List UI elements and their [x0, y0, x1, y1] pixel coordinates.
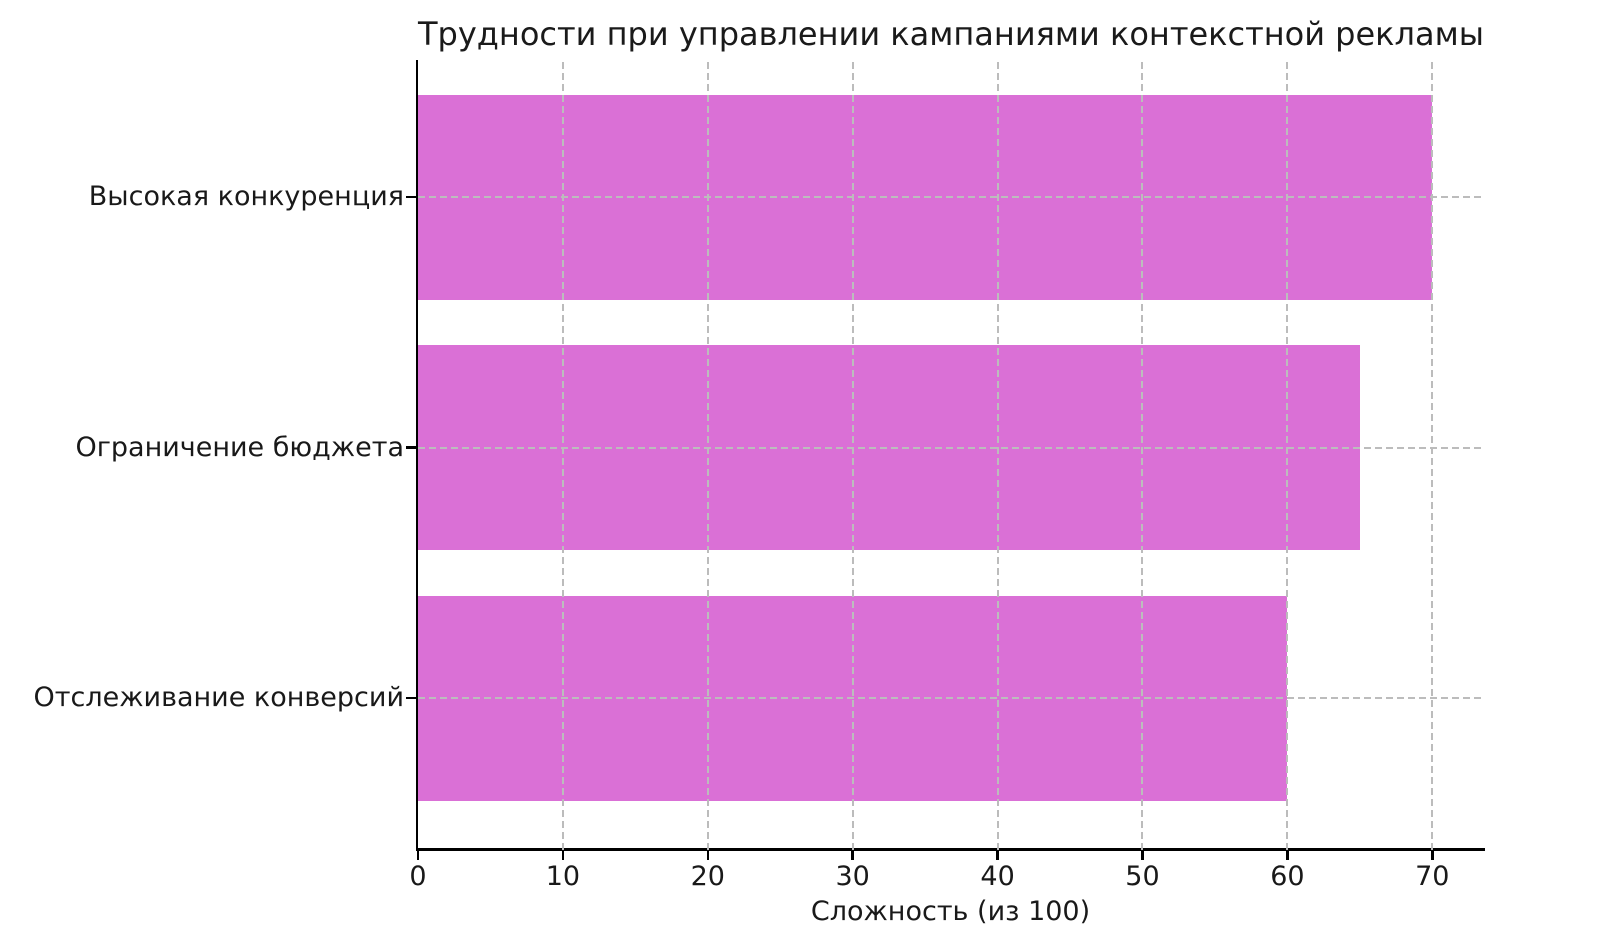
gridline-vertical [1431, 62, 1434, 850]
y-tick-label: Высокая конкуренция [88, 181, 404, 212]
x-tick-mark [561, 850, 565, 860]
x-tick-mark [1431, 850, 1434, 860]
gridline-horizontal [418, 196, 1483, 198]
y-tick-mark [406, 446, 416, 449]
x-tick-label: 50 [1125, 861, 1160, 892]
x-tick-label: 20 [690, 861, 725, 892]
gridline-vertical [561, 62, 564, 850]
chart-title: Трудности при управлении кампаниями конт… [418, 15, 1484, 53]
x-tick-mark [1286, 850, 1289, 860]
gridline-vertical [706, 62, 709, 850]
gridline-vertical [1141, 62, 1144, 850]
x-tick-mark [416, 850, 420, 860]
x-tick-mark [996, 850, 999, 860]
y-tick-mark [406, 696, 416, 700]
gridline-vertical [996, 62, 999, 850]
x-tick-mark [706, 850, 710, 860]
x-tick-label: 0 [409, 861, 427, 892]
x-tick-label: 60 [1270, 861, 1305, 892]
y-axis-spine [415, 60, 418, 850]
x-axis-label: Сложность (из 100) [810, 896, 1091, 927]
y-tick-label: Отслеживание конверсий [33, 682, 405, 713]
gridline-vertical [1286, 62, 1289, 850]
x-axis-spine [415, 848, 1485, 851]
plot-area [418, 62, 1483, 850]
x-tick-label: 40 [980, 861, 1015, 892]
y-tick-label: Ограничение бюджета [75, 431, 404, 463]
gridline-horizontal [418, 446, 1483, 449]
x-tick-label: 30 [835, 861, 870, 892]
gridline-vertical [851, 62, 854, 850]
x-tick-mark [1141, 850, 1144, 860]
gridline-horizontal [418, 697, 1483, 699]
y-tick-mark [406, 195, 416, 199]
x-tick-label: 70 [1415, 861, 1450, 892]
x-tick-label: 10 [545, 861, 581, 892]
x-tick-mark [851, 850, 854, 860]
